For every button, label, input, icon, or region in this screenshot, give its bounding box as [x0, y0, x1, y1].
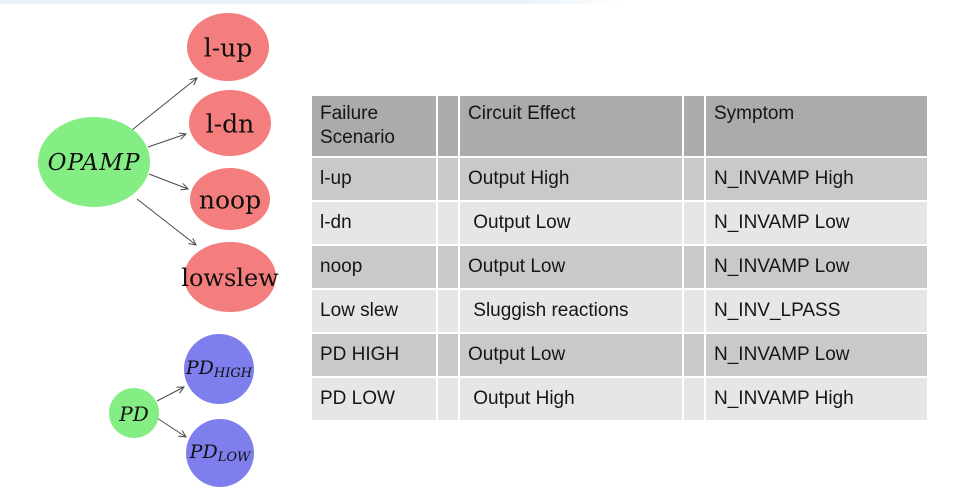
top-accent-bar — [0, 0, 624, 4]
edge-opamp-to-noop — [148, 173, 188, 189]
spacer-cell — [438, 377, 458, 420]
edge-opamp-to-lowslew — [136, 198, 196, 245]
cell-symptom: N_INVAMP High — [706, 157, 927, 200]
node-pd-low-label: PDLOW — [189, 441, 252, 465]
spacer-cell — [684, 245, 704, 288]
spacer-cell — [438, 289, 458, 332]
cell-failure-scenario: PD LOW — [312, 377, 436, 420]
spacer-cell — [684, 333, 704, 376]
node-noop — [190, 168, 270, 230]
node-lup — [187, 13, 269, 81]
spacer-cell — [438, 333, 458, 376]
node-pd-high-label-subscript: HIGH — [213, 366, 253, 381]
col-header-failure-scenario: Failure Scenario — [312, 96, 436, 156]
cell-circuit-effect: Sluggish reactions — [460, 289, 682, 332]
cell-failure-scenario: l-dn — [312, 201, 436, 244]
spacer-cell — [684, 377, 704, 420]
node-noop-label: noop — [199, 186, 261, 215]
table-row: l-up Output High N_INVAMP High — [312, 157, 927, 200]
cell-failure-scenario: l-up — [312, 157, 436, 200]
cell-failure-scenario: Low slew — [312, 289, 436, 332]
cell-symptom: N_INVAMP Low — [706, 333, 927, 376]
spacer-cell — [684, 157, 704, 200]
table-row: PD LOW Output High N_INVAMP High — [312, 377, 927, 420]
node-pd-high-label: PDHIGH — [185, 357, 253, 381]
spacer-cell — [438, 245, 458, 288]
cell-symptom: N_INVAMP Low — [706, 245, 927, 288]
cell-circuit-effect: Output Low — [460, 333, 682, 376]
cell-failure-scenario: PD HIGH — [312, 333, 436, 376]
edge-pd-to-pdhigh — [156, 387, 184, 402]
table-row: Low slew Sluggish reactions N_INV_LPASS — [312, 289, 927, 332]
node-ldn-label: l-dn — [206, 110, 255, 139]
spacer-header-cell — [438, 96, 458, 156]
cell-failure-scenario: noop — [312, 245, 436, 288]
node-pd-low — [186, 419, 254, 487]
node-pd-low-label-main: PD — [189, 441, 218, 463]
cell-symptom: N_INVAMP Low — [706, 201, 927, 244]
opamp-tree-edges — [131, 78, 197, 245]
node-pd-label: PD — [118, 402, 149, 426]
col-header-circuit-effect: Circuit Effect — [460, 96, 682, 156]
cell-circuit-effect: Output High — [460, 377, 682, 420]
edge-opamp-to-ldn — [147, 134, 186, 148]
node-lowslew-label: lowslew — [181, 264, 279, 292]
node-lup-label: l-up — [204, 34, 253, 63]
cell-symptom: N_INV_LPASS — [706, 289, 927, 332]
fault-tree-diagram: OPAMP l-up l-dn noop lowslew PD PDHIGH P… — [38, 13, 279, 487]
cell-symptom: N_INVAMP High — [706, 377, 927, 420]
node-opamp — [38, 117, 150, 207]
col-header-symptom: Symptom — [706, 96, 927, 156]
node-lowslew — [184, 242, 276, 312]
edge-opamp-to-lup — [131, 78, 197, 131]
table-row: noop Output Low N_INVAMP Low — [312, 245, 927, 288]
cell-circuit-effect: Output Low — [460, 201, 682, 244]
cell-circuit-effect: Output High — [460, 157, 682, 200]
node-pd-low-label-subscript: LOW — [217, 450, 252, 465]
table-row: l-dn Output Low N_INVAMP Low — [312, 201, 927, 244]
node-pd-high — [184, 334, 254, 404]
spacer-cell — [438, 201, 458, 244]
failure-scenario-table: Failure Scenario Circuit Effect Symptom … — [310, 94, 929, 422]
node-ldn — [189, 90, 271, 156]
node-pd — [109, 388, 159, 438]
spacer-cell — [684, 201, 704, 244]
edge-pd-to-pdlow — [156, 417, 186, 437]
spacer-header-cell — [684, 96, 704, 156]
cell-circuit-effect: Output Low — [460, 245, 682, 288]
table-header-row: Failure Scenario Circuit Effect Symptom — [312, 96, 927, 156]
table-row: PD HIGH Output Low N_INVAMP Low — [312, 333, 927, 376]
pd-tree-edges — [156, 387, 186, 437]
node-opamp-label: OPAMP — [48, 150, 141, 176]
spacer-cell — [438, 157, 458, 200]
spacer-cell — [684, 289, 704, 332]
node-pd-high-label-main: PD — [185, 357, 214, 379]
